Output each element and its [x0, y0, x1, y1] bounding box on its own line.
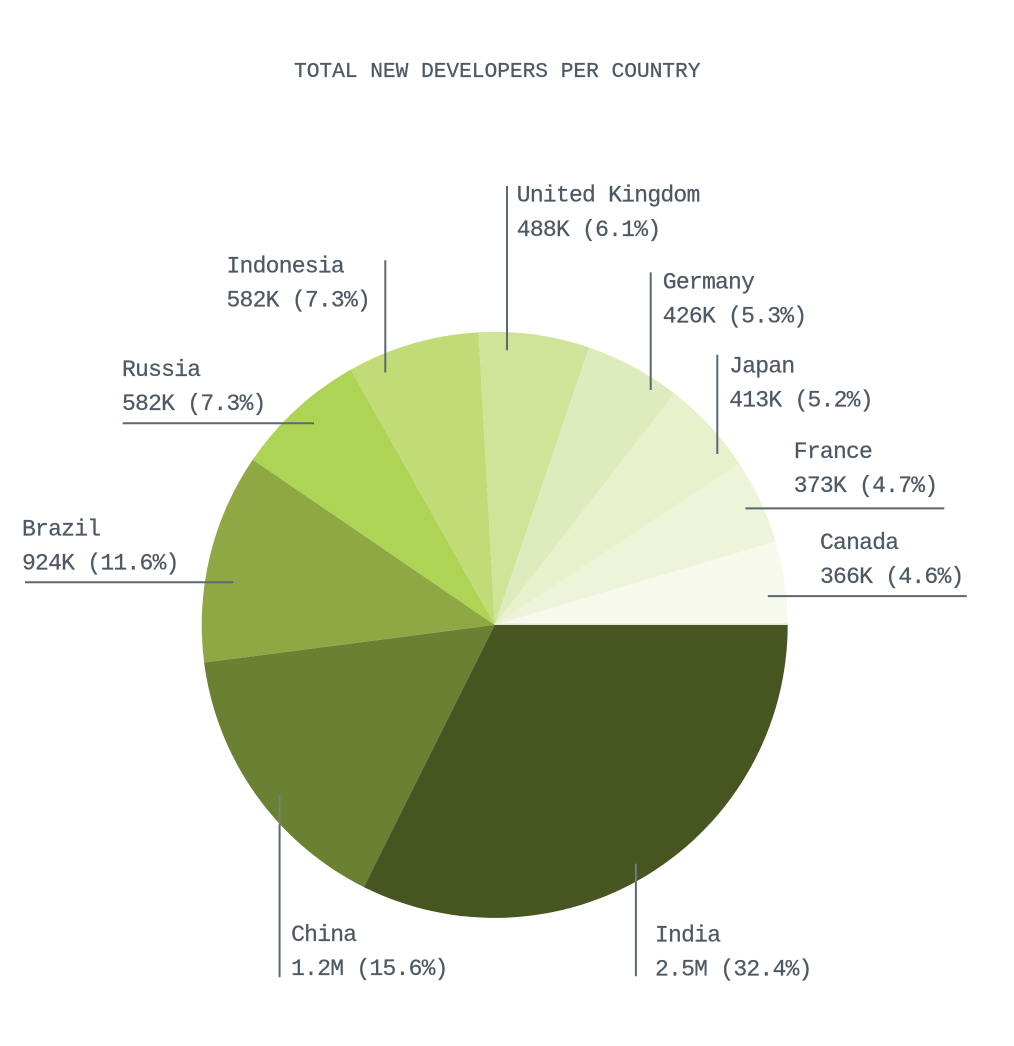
svg-text:582K (7.3%): 582K (7.3%) [122, 391, 266, 417]
svg-text:Indonesia: Indonesia [227, 253, 345, 279]
svg-text:413K (5.2%): 413K (5.2%) [729, 388, 873, 414]
svg-text:582K (7.3%): 582K (7.3%) [227, 287, 371, 313]
svg-text:China: China [291, 922, 357, 948]
svg-text:Canada: Canada [820, 530, 899, 556]
svg-text:924K (11.6%): 924K (11.6%) [22, 551, 179, 577]
svg-text:TOTAL NEW DEVELOPERS PER COUNT: TOTAL NEW DEVELOPERS PER COUNTRY [294, 60, 701, 84]
svg-text:1.2M (15.6%): 1.2M (15.6%) [291, 956, 448, 982]
svg-text:2.5M (32.4%): 2.5M (32.4%) [655, 956, 812, 982]
svg-text:Russia: Russia [122, 357, 201, 383]
svg-text:Japan: Japan [729, 354, 794, 380]
svg-text:426K (5.3%): 426K (5.3%) [663, 304, 807, 330]
svg-text:France: France [794, 439, 872, 465]
svg-text:366K (4.6%): 366K (4.6%) [820, 564, 964, 590]
svg-text:United Kingdom: United Kingdom [517, 183, 700, 209]
svg-text:488K (6.1%): 488K (6.1%) [517, 217, 661, 243]
svg-text:373K (4.7%): 373K (4.7%) [794, 473, 938, 499]
svg-text:Germany: Germany [663, 270, 755, 296]
svg-text:Brazil: Brazil [22, 517, 100, 543]
svg-text:India: India [655, 922, 721, 948]
